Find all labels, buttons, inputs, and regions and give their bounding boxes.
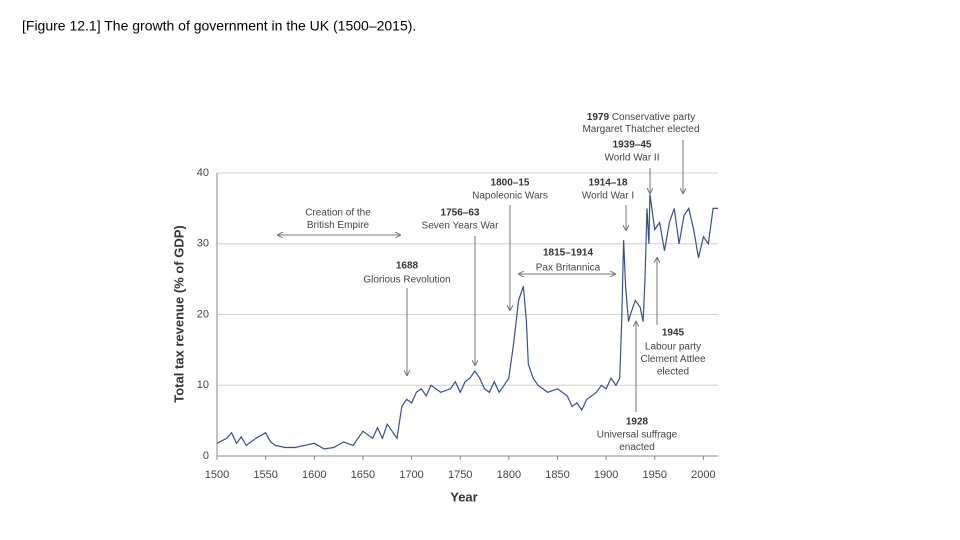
x-tick-label: 1900	[594, 469, 618, 481]
x-tick-label: 1500	[205, 469, 229, 481]
x-tick-label: 1750	[448, 469, 472, 481]
annotation-label: 1800–15	[491, 178, 530, 189]
annotation: Pax Britannica 1815–1914	[519, 248, 615, 274]
annotation-text: Margaret Thatcher elected	[582, 124, 699, 135]
annotation-text: Clement Attlee	[640, 354, 705, 365]
x-tick-label: 1550	[253, 469, 277, 481]
annotation-label: 1914–18	[589, 178, 628, 189]
annotation-text: British Empire	[307, 220, 370, 231]
annotation-text: Napoleonic Wars	[472, 191, 548, 202]
annotation-label: 1815–1914	[543, 248, 593, 259]
annotation-text: Pax Britannica	[536, 263, 601, 274]
annotation: Glorious Revolution 1688	[363, 261, 451, 375]
x-tick-label: 1700	[399, 469, 423, 481]
annotation-label: 1756–63	[441, 208, 480, 219]
annotation-label: 1979	[587, 112, 610, 123]
x-tick-label: 1600	[302, 469, 326, 481]
annotation-text: World War I	[582, 191, 634, 202]
annotation-label: 1939–45	[613, 140, 652, 151]
x-tick-label: 1950	[643, 469, 667, 481]
annotation: World War I 1914–18	[582, 178, 634, 230]
chart-title: [Figure 12.1] The growth of government i…	[22, 18, 416, 34]
y-tick-label: 30	[197, 238, 209, 250]
y-tick-label: 0	[203, 450, 209, 462]
annotation-text: elected	[657, 367, 689, 378]
x-axis-label: Year	[450, 489, 477, 504]
annotation: Napoleonic Wars 1800–15	[472, 178, 548, 310]
annotation-text: enacted	[619, 442, 655, 453]
annotation-text: Seven Years War	[422, 221, 500, 232]
annotation-label: 1945	[662, 328, 685, 339]
x-tick-label: 1650	[351, 469, 375, 481]
data-line	[216, 194, 718, 450]
y-tick-label: 40	[197, 167, 209, 179]
annotation: World War II 1939–45	[604, 140, 660, 193]
x-tick-label: 2000	[691, 469, 715, 481]
annotation-text: 1979 Conservative party	[587, 112, 695, 123]
x-tick-label: 1800	[497, 469, 521, 481]
y-tick-label: 20	[197, 308, 209, 320]
annotation-text: Universal suffrage	[597, 430, 678, 441]
annotation-line: Conservative party	[612, 112, 695, 123]
x-tick-label: 1850	[545, 469, 569, 481]
annotation-text: Creation of the	[305, 208, 371, 219]
y-axis-label: Total tax revenue (% of GDP)	[171, 225, 186, 402]
annotation-text: World War II	[604, 153, 659, 164]
annotation-label: 1928	[626, 417, 649, 428]
annotation-label: 1688	[396, 261, 419, 272]
y-tick-label: 10	[197, 379, 209, 391]
annotation: Seven Years War 1756–63	[422, 208, 500, 365]
annotation-text: Labour party	[645, 342, 701, 353]
annotation-text: Glorious Revolution	[363, 275, 450, 286]
